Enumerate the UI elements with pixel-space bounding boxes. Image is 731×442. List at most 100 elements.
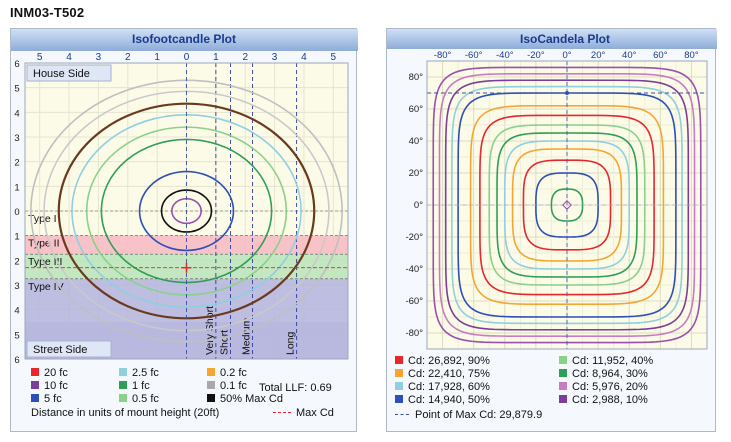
left-tick-label: 4 bbox=[14, 108, 19, 119]
legend-label: 0.5 fc bbox=[132, 393, 159, 405]
classification-label: Long bbox=[285, 331, 297, 355]
legend-label: 20 fc bbox=[44, 367, 68, 379]
page-title: INM03-T502 bbox=[10, 5, 85, 20]
left-tick-label: 2 bbox=[14, 256, 19, 267]
top-tick-label: 1 bbox=[213, 52, 219, 63]
legend-swatch bbox=[31, 394, 39, 402]
legend-swatch bbox=[395, 382, 403, 390]
legend-label: 50% Max Cd bbox=[220, 393, 283, 405]
max-cd-point bbox=[565, 91, 569, 95]
legend-label: Cd: 14,940, 50% bbox=[408, 394, 490, 406]
legend-swatch bbox=[207, 394, 215, 402]
y-tick-label: -80° bbox=[405, 328, 423, 339]
legend-swatch bbox=[395, 369, 403, 377]
x-tick-label: 80° bbox=[684, 50, 699, 61]
left-tick-label: 2 bbox=[14, 158, 19, 169]
legend-label: 2.5 fc bbox=[132, 367, 159, 379]
legend-item: 2.5 fc bbox=[119, 367, 159, 379]
legend-item: 50% Max Cd bbox=[207, 393, 283, 405]
x-tick-label: 20° bbox=[591, 50, 606, 61]
legend-label: 5 fc bbox=[44, 393, 62, 405]
top-tick-label: 4 bbox=[301, 52, 307, 63]
isocandela-contour bbox=[432, 66, 702, 344]
left-tick-label: 1 bbox=[14, 232, 19, 243]
legend-swatch bbox=[395, 356, 403, 364]
legend-label: Cd: 5,976, 20% bbox=[572, 381, 648, 393]
top-tick-label: 5 bbox=[37, 52, 43, 63]
top-tick-label: 5 bbox=[331, 52, 337, 63]
top-tick-label: 2 bbox=[125, 52, 131, 63]
distance-note: Distance in units of mount height (20ft) bbox=[31, 407, 220, 419]
street-side-box bbox=[26, 340, 112, 358]
isofootcandle-legend: 20 fc 2.5 fc 0.2 fc 10 fc 1 fc 0.1 fc 5 fc 0.5 … bbox=[11, 29, 358, 433]
isocandela-contour bbox=[444, 79, 690, 331]
legend-label: 0.1 fc bbox=[220, 380, 247, 392]
left-tick-label: 3 bbox=[14, 281, 19, 292]
legend-swatch bbox=[207, 381, 215, 389]
legend-label: 10 fc bbox=[44, 380, 68, 392]
legend-item: 1 fc bbox=[119, 380, 150, 392]
x-tick-label: 60° bbox=[653, 50, 668, 61]
center-marker bbox=[562, 200, 572, 210]
x-tick-label: -60° bbox=[465, 50, 483, 61]
x-tick-label: 0° bbox=[562, 50, 571, 61]
plot-frame bbox=[24, 62, 349, 360]
classification-label: Very Short bbox=[204, 306, 216, 355]
plot-frame bbox=[426, 60, 708, 350]
legend-swatch bbox=[119, 394, 127, 402]
legend-swatch bbox=[119, 381, 127, 389]
isofootcandle-panel: Isofootcandle Plot 5 4 3 2 1 0 1 2 3 4 5 Type I Type … bbox=[10, 28, 358, 433]
left-tick-label: 5 bbox=[14, 84, 19, 95]
left-tick-label: 5 bbox=[14, 330, 19, 341]
isocandela-header bbox=[387, 29, 717, 49]
legend-label: 1 fc bbox=[132, 380, 150, 392]
legend-item: Cd: 22,410, 75% bbox=[395, 368, 490, 380]
house-side-label: House Side bbox=[33, 68, 90, 80]
isocandela-plot: IsoCandela Plot -80° -60° -40° -20° 0° 20° 40° 6… bbox=[387, 29, 717, 350]
max-cd-legend-label: Max Cd bbox=[296, 407, 334, 419]
y-tick-label: 80° bbox=[409, 72, 424, 83]
legend-item: 10 fc bbox=[31, 380, 68, 392]
y-tick-label: -40° bbox=[405, 264, 423, 275]
top-tick-label: 3 bbox=[272, 52, 278, 63]
legend-label: Cd: 17,928, 60% bbox=[408, 381, 490, 393]
x-tick-label: 40° bbox=[622, 50, 637, 61]
legend-label: Cd: 26,892, 90% bbox=[408, 355, 490, 367]
legend-label: Cd: 11,952, 40% bbox=[572, 355, 654, 367]
type-band-label: Type III bbox=[28, 256, 62, 268]
y-tick-label: -60° bbox=[405, 296, 423, 307]
house-side-box bbox=[26, 64, 112, 82]
x-tick-label: -20° bbox=[527, 50, 545, 61]
isofootcandle-header bbox=[11, 29, 358, 51]
legend-item: Cd: 26,892, 90% bbox=[395, 355, 490, 367]
legend-swatch bbox=[207, 368, 215, 376]
left-tick-label: 1 bbox=[14, 182, 19, 193]
type-band-label: Type II bbox=[28, 238, 60, 250]
legend-swatch bbox=[395, 395, 403, 403]
legend-swatch bbox=[559, 369, 567, 377]
isocandela-contour bbox=[438, 72, 696, 338]
legend-item: 20 fc bbox=[31, 367, 68, 379]
total-llf: Total LLF: 0.69 bbox=[259, 382, 332, 394]
legend-label: Cd: 22,410, 75% bbox=[408, 368, 490, 380]
legend-label: Cd: 8,964, 30% bbox=[572, 368, 648, 380]
top-tick-label: 1 bbox=[154, 52, 160, 63]
isocandela-legend: Cd: 26,892, 90% Cd: 11,952, 40% Cd: 22,410… bbox=[387, 29, 717, 433]
isocandela-contour bbox=[522, 159, 612, 251]
legend-swatch bbox=[31, 381, 39, 389]
legend-item: Cd: 17,928, 60% bbox=[395, 381, 490, 393]
classification-label: Medium bbox=[241, 317, 253, 355]
street-side-label: Street Side bbox=[33, 344, 87, 356]
legend-item: Cd: 2,988, 10% bbox=[559, 394, 648, 406]
legend-swatch bbox=[119, 368, 127, 376]
max-cd-point-label: Point of Max Cd: 29,879.9 bbox=[415, 409, 543, 421]
y-tick-label: 60° bbox=[409, 104, 424, 115]
isocandela-contour bbox=[488, 124, 646, 286]
max-cd-legend: Max Cd bbox=[273, 407, 334, 419]
left-tick-label: 4 bbox=[14, 306, 19, 317]
type-band bbox=[25, 235, 348, 255]
isocandela-contour bbox=[550, 188, 584, 222]
max-cd-point-legend: Point of Max Cd: 29,879.9 bbox=[395, 409, 542, 421]
top-tick-label: 2 bbox=[242, 52, 248, 63]
legend-swatch bbox=[559, 395, 567, 403]
